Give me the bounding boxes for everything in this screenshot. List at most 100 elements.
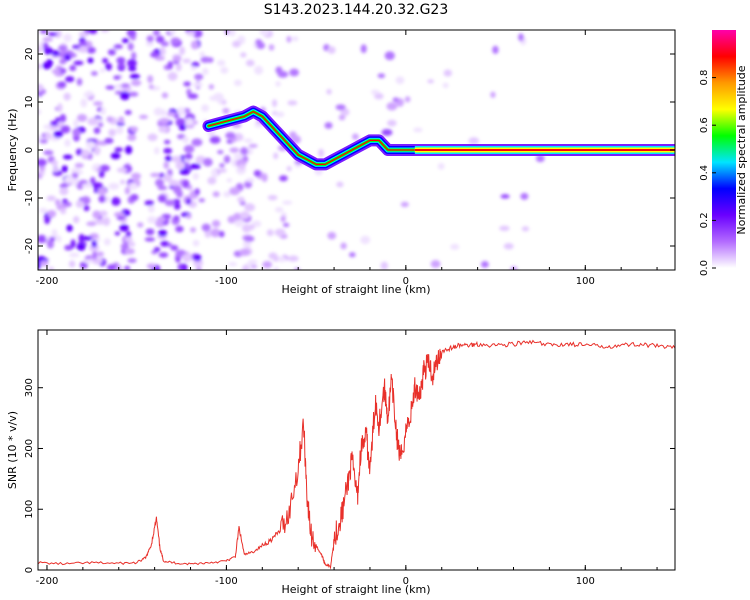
heatmap-cell [324, 122, 333, 129]
heatmap-cell [172, 185, 182, 194]
heatmap-cell [349, 252, 356, 258]
heatmap-cell [124, 248, 135, 255]
heatmap-cell [127, 258, 137, 263]
heatmap-cell [68, 260, 76, 268]
heatmap-cell [191, 61, 200, 68]
heatmap-cell [199, 51, 206, 57]
heatmap-cell [380, 261, 389, 270]
heatmap-cell [443, 69, 453, 77]
heatmap-cell [78, 45, 88, 53]
heatmap-cell [243, 235, 255, 242]
heatmap-cell [167, 60, 173, 70]
heatmap-cell [267, 194, 278, 201]
heatmap-cell [147, 216, 157, 224]
heatmap-cell [520, 192, 529, 200]
ridge-line [207, 110, 675, 165]
heatmap-cell [39, 139, 48, 144]
heatmap-cell [153, 247, 161, 252]
heatmap-cell [209, 136, 221, 144]
heatmap-cell [198, 198, 206, 203]
heatmap-cell [73, 119, 79, 128]
heatmap-cell [113, 44, 123, 50]
heatmap-cell [211, 219, 221, 228]
heatmap-cell [164, 155, 173, 162]
heatmap-cell [219, 163, 225, 168]
heatmap-cell [194, 188, 200, 196]
heatmap-cell [40, 30, 48, 34]
heatmap-cell [360, 44, 367, 54]
heatmap-cell [38, 41, 45, 50]
heatmap-cell [42, 37, 54, 42]
heatmap-cell [42, 61, 52, 70]
heatmap-cell [212, 191, 220, 198]
heatmap-cell [183, 81, 191, 87]
heatmap-cell [243, 138, 253, 143]
heatmap-cell [535, 154, 545, 163]
heatmap-cell [145, 41, 154, 47]
heatmap-cell [237, 196, 245, 203]
heatmap-cell [81, 196, 91, 205]
heatmap-cell [184, 153, 193, 160]
heatmap-cell [437, 162, 445, 170]
heatmap-cell [90, 71, 98, 76]
heatmap-cell [108, 128, 116, 137]
heatmap-cell [271, 99, 278, 108]
x-tick-label: -200 [36, 576, 59, 587]
heatmap-cell [70, 167, 81, 173]
heatmap-cell [71, 171, 79, 179]
heatmap-cell [78, 233, 85, 243]
heatmap-cell [161, 109, 167, 117]
colorbar: 0.0 0.2 0.4 0.6 0.8 Normalized spectral ampl… [699, 30, 748, 276]
heatmap-cell [208, 84, 215, 90]
heatmap-cell [274, 228, 286, 237]
heatmap-cell [247, 259, 258, 265]
y-tick-label: 10 [24, 96, 35, 109]
heatmap-cell [83, 205, 90, 212]
heatmap-cell [144, 237, 156, 242]
heatmap-cell [73, 60, 84, 66]
heatmap-cell [163, 174, 173, 182]
heatmap-cell [107, 49, 117, 56]
heatmap-cell [442, 82, 449, 88]
heatmap-cell [70, 239, 76, 249]
colorbar-tick-label: 0.0 [699, 260, 710, 276]
heatmap-cell [77, 114, 88, 122]
heatmap-cell [253, 169, 262, 177]
heatmap-cell [91, 239, 97, 248]
heatmap-cell [158, 252, 169, 258]
heatmap-cell [92, 182, 103, 189]
snr-frame [37, 329, 676, 571]
heatmap-cell [245, 59, 255, 67]
heatmap-cell [38, 158, 47, 167]
heatmap-cell [286, 35, 292, 43]
heatmap-cell [499, 225, 510, 231]
heatmap-cell [170, 37, 181, 45]
heatmap-cell [161, 92, 169, 99]
heatmap-cell [171, 155, 182, 163]
heatmap-cell [97, 187, 108, 196]
heatmap-cell [126, 30, 136, 37]
heatmap-cell [69, 65, 77, 72]
heatmap-cell [374, 93, 384, 100]
heatmap-cell [88, 244, 100, 252]
heatmap-cell [127, 58, 137, 68]
heatmap-cell [157, 185, 168, 191]
heatmap-cell [218, 168, 227, 173]
heatmap-cell [86, 141, 96, 150]
heatmap-cell [194, 73, 204, 81]
heatmap-cell [83, 92, 93, 97]
heatmap-cell [272, 254, 279, 262]
heatmap-cell [233, 153, 244, 159]
heatmap-cell [51, 228, 58, 238]
heatmap-cell [119, 91, 130, 101]
x-tick-label: -100 [215, 576, 238, 587]
heatmap-cell [159, 46, 166, 56]
heatmap-cell [86, 46, 96, 54]
heatmap-cell [127, 42, 134, 51]
heatmap-cell [113, 75, 121, 80]
heatmap-cell [229, 147, 240, 153]
heatmap-cell [80, 149, 91, 157]
heatmap-cell [115, 125, 124, 135]
heatmap-cell [92, 210, 101, 219]
